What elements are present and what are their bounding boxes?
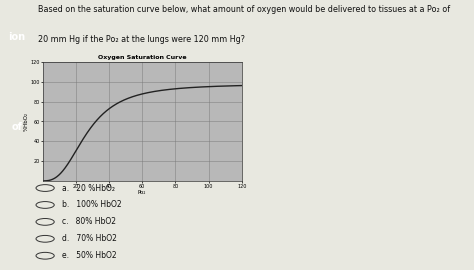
- Y-axis label: %HbO₂: %HbO₂: [24, 112, 29, 131]
- Text: a.   20 %HbO₂: a. 20 %HbO₂: [62, 184, 115, 193]
- Text: 20 mm Hg if the Po₂ at the lungs were 120 mm Hg?: 20 mm Hg if the Po₂ at the lungs were 12…: [38, 35, 245, 44]
- Text: d.   70% HbO2: d. 70% HbO2: [62, 234, 117, 243]
- Title: Oxygen Saturation Curve: Oxygen Saturation Curve: [98, 55, 186, 60]
- Text: c.   80% HbO2: c. 80% HbO2: [62, 217, 116, 226]
- X-axis label: Po₂: Po₂: [138, 190, 146, 195]
- Text: b.   100% HbO2: b. 100% HbO2: [62, 200, 121, 210]
- Text: of: of: [11, 122, 22, 131]
- Text: e.   50% HbO2: e. 50% HbO2: [62, 251, 117, 260]
- Text: ion: ion: [8, 32, 25, 42]
- Text: Based on the saturation curve below, what amount of oxygen would be delivered to: Based on the saturation curve below, wha…: [38, 5, 450, 14]
